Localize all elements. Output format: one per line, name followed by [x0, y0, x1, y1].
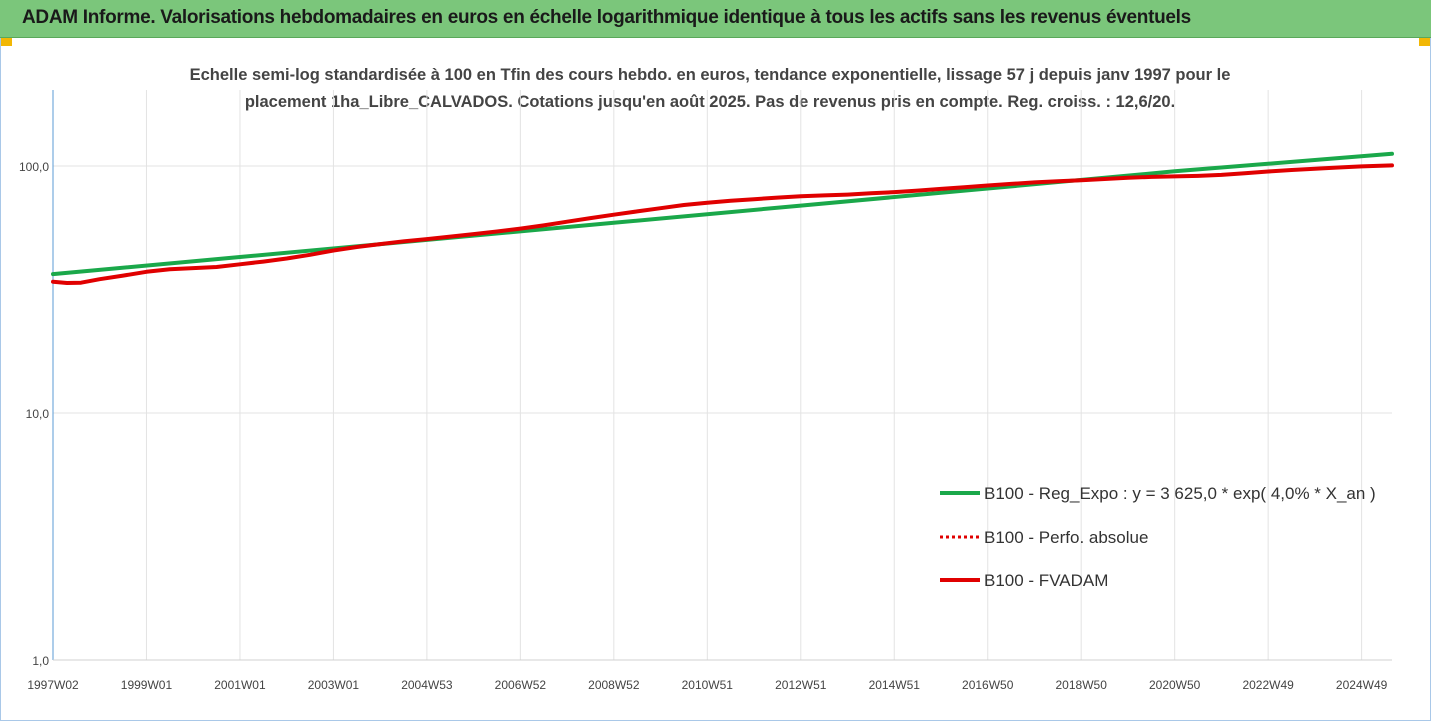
legend-label-1: B100 - Reg_Expo : y = 3 625,0 * exp( 4,0…: [984, 484, 1376, 503]
report-title: ADAM Informe. Valorisations hebdomadaire…: [22, 7, 1191, 28]
x-tick-label: 2008W52: [588, 678, 640, 692]
y-tick-label: 10,0: [26, 407, 50, 421]
corner-marker-left: [0, 38, 12, 46]
x-tick-label: 2014W51: [869, 678, 921, 692]
x-tick-label: 2010W51: [682, 678, 734, 692]
chart-title-line-2: placement 1ha_Libre_CALVADOS. Cotations …: [244, 93, 1176, 111]
series-line-1: [51, 151, 1394, 277]
series-line-3: [51, 163, 1394, 285]
x-tick-label: 1999W01: [121, 678, 173, 692]
header-banner: ADAM Informe. Valorisations hebdomadaire…: [0, 0, 1431, 38]
x-tick-label: 2006W52: [495, 678, 547, 692]
legend-label-3: B100 - FVADAM: [984, 571, 1108, 590]
x-tick-label: 2022W49: [1242, 678, 1294, 692]
x-tick-label: 2018W50: [1056, 678, 1108, 692]
x-tick-label: 2012W51: [775, 678, 827, 692]
x-tick-label: 2001W01: [214, 678, 266, 692]
x-tick-label: 2003W01: [308, 678, 360, 692]
x-tick-label: 2016W50: [962, 678, 1014, 692]
corner-marker-right: [1419, 38, 1431, 46]
y-tick-label: 1,0: [32, 654, 49, 668]
y-tick-label: 100,0: [19, 160, 49, 174]
x-tick-label: 1997W02: [27, 678, 79, 692]
legend-label-2: B100 - Perfo. absolue: [984, 528, 1148, 547]
chart-title-line-1: Echelle semi-log standardisée à 100 en T…: [189, 66, 1231, 84]
x-tick-label: 2024W49: [1336, 678, 1388, 692]
chart-title: Echelle semi-log standardisée à 100 en T…: [120, 62, 1300, 116]
x-tick-label: 2004W53: [401, 678, 453, 692]
x-tick-label: 2020W50: [1149, 678, 1201, 692]
